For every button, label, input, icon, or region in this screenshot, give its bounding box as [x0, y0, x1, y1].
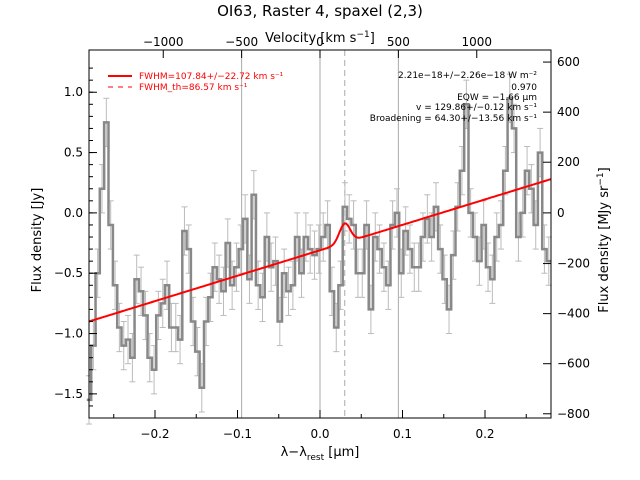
top-x-axis-label: Velocity [km s−1] — [265, 30, 375, 46]
right-tick-label: 400 — [557, 105, 580, 119]
right-tick-label: 600 — [557, 55, 580, 69]
axes: −0.2 −0.1 0.0 0.1 0.2 −1.5 −1.0 −0.5 0.0 0.5 1.0 −1… — [54, 35, 590, 441]
x-tick-label: 0.2 — [475, 427, 494, 441]
x-tick-label: −0.1 — [223, 427, 252, 441]
right-tick-label: 0 — [557, 206, 565, 220]
right-y-axis-label: Flux density [MJy sr−1] — [596, 167, 612, 312]
top-tick-label: 500 — [387, 35, 410, 49]
top-tick-label: 1000 — [461, 35, 492, 49]
fit-annotation: v = 129.86+/−0.12 km s⁻¹ — [416, 103, 537, 113]
x-axis-label: λ−λrest [μm] — [281, 445, 360, 463]
y-tick-label: 0.0 — [64, 206, 83, 220]
right-tick-label: 200 — [557, 155, 580, 169]
top-tick-label: −1000 — [143, 35, 184, 49]
data-histogram-line — [86, 97, 551, 402]
fit-annotation: 0.970 — [511, 83, 537, 93]
legend-label-fwhm: FWHM=107.84+/−22.72 km s⁻¹ — [139, 72, 284, 82]
right-tick-label: −600 — [557, 357, 590, 371]
data-series — [86, 97, 552, 402]
chart-title: OI63, Raster 4, spaxel (2,3) — [217, 2, 423, 20]
y-tick-label: −1.0 — [54, 327, 83, 341]
fit-line — [88, 178, 552, 323]
right-tick-label: −400 — [557, 307, 590, 321]
y-tick-label: −1.5 — [54, 387, 83, 401]
fit-annotation: EQW = −1.66 μm — [457, 93, 537, 103]
right-tick-label: −200 — [557, 257, 590, 271]
y-tick-label: −0.5 — [54, 266, 83, 280]
right-tick-label: −800 — [557, 407, 590, 421]
x-tick-label: −0.2 — [140, 427, 169, 441]
y-tick-label: 1.0 — [64, 85, 83, 99]
legend-label-fwhm-th: FWHM_th=86.57 km s⁻¹ — [139, 83, 248, 93]
fit-annotation: 2.21e−18+/−2.26e−18 W m⁻² — [398, 71, 537, 81]
legend: FWHM=107.84+/−22.72 km s⁻¹FWHM_th=86.57 … — [108, 72, 284, 93]
y-axis-label: Flux density [Jy] — [30, 188, 45, 293]
fit-annotation: Broadening = 64.30+/−13.56 km s⁻¹ — [370, 114, 538, 124]
top-tick-label: −500 — [225, 35, 258, 49]
top-tick-label: 0 — [316, 35, 324, 49]
x-tick-label: 0.1 — [393, 427, 412, 441]
y-tick-label: 0.5 — [64, 146, 83, 160]
x-tick-label: 0.0 — [310, 427, 329, 441]
